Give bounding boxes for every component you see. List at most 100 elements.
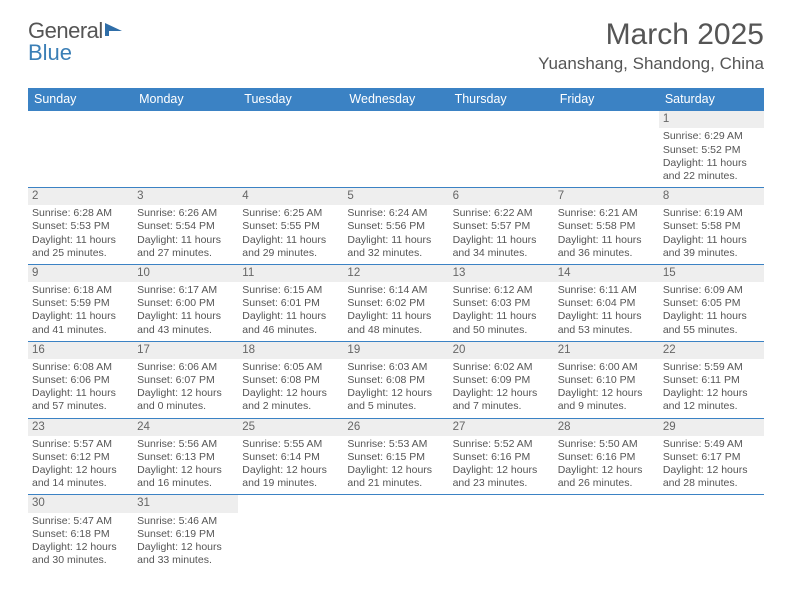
sunrise-line: Sunrise: 6:25 AM <box>242 207 339 220</box>
sunrise-line: Sunrise: 6:28 AM <box>32 207 129 220</box>
day-number: 30 <box>28 495 133 512</box>
sunset-line: Sunset: 5:57 PM <box>453 220 550 233</box>
daylight-line: Daylight: 12 hours and 23 minutes. <box>453 464 550 490</box>
sunrise-line: Sunrise: 5:47 AM <box>32 515 129 528</box>
daylight-line: Daylight: 12 hours and 14 minutes. <box>32 464 129 490</box>
sunrise-line: Sunrise: 6:24 AM <box>347 207 444 220</box>
day-cell: 9Sunrise: 6:18 AMSunset: 5:59 PMDaylight… <box>28 265 133 341</box>
day-cell: 4Sunrise: 6:25 AMSunset: 5:55 PMDaylight… <box>238 188 343 264</box>
day-number: 14 <box>554 265 659 282</box>
sunset-line: Sunset: 6:19 PM <box>137 528 234 541</box>
day-number: 17 <box>133 342 238 359</box>
weekday-sat: Saturday <box>659 88 764 111</box>
sunset-line: Sunset: 6:12 PM <box>32 451 129 464</box>
sunrise-line: Sunrise: 6:21 AM <box>558 207 655 220</box>
daylight-line: Daylight: 12 hours and 28 minutes. <box>663 464 760 490</box>
sunrise-line: Sunrise: 5:52 AM <box>453 438 550 451</box>
daylight-line: Daylight: 11 hours and 39 minutes. <box>663 234 760 260</box>
sunset-line: Sunset: 5:52 PM <box>663 144 760 157</box>
sunset-line: Sunset: 6:08 PM <box>347 374 444 387</box>
sunset-line: Sunset: 6:16 PM <box>453 451 550 464</box>
day-cell: 28Sunrise: 5:50 AMSunset: 6:16 PMDayligh… <box>554 419 659 495</box>
daylight-line: Daylight: 11 hours and 57 minutes. <box>32 387 129 413</box>
sunrise-line: Sunrise: 5:57 AM <box>32 438 129 451</box>
sunrise-line: Sunrise: 5:55 AM <box>242 438 339 451</box>
sunset-line: Sunset: 6:08 PM <box>242 374 339 387</box>
sunset-line: Sunset: 6:02 PM <box>347 297 444 310</box>
day-cell: 25Sunrise: 5:55 AMSunset: 6:14 PMDayligh… <box>238 419 343 495</box>
empty-cell <box>343 495 448 571</box>
sunrise-line: Sunrise: 5:50 AM <box>558 438 655 451</box>
daylight-line: Daylight: 12 hours and 7 minutes. <box>453 387 550 413</box>
daylight-line: Daylight: 12 hours and 16 minutes. <box>137 464 234 490</box>
day-number: 19 <box>343 342 448 359</box>
daylight-line: Daylight: 11 hours and 41 minutes. <box>32 310 129 336</box>
day-cell: 16Sunrise: 6:08 AMSunset: 6:06 PMDayligh… <box>28 342 133 418</box>
daylight-line: Daylight: 11 hours and 55 minutes. <box>663 310 760 336</box>
day-number: 21 <box>554 342 659 359</box>
day-cell: 3Sunrise: 6:26 AMSunset: 5:54 PMDaylight… <box>133 188 238 264</box>
weekday-sun: Sunday <box>28 88 133 111</box>
day-number: 5 <box>343 188 448 205</box>
day-number: 8 <box>659 188 764 205</box>
daylight-line: Daylight: 11 hours and 32 minutes. <box>347 234 444 260</box>
daylight-line: Daylight: 11 hours and 48 minutes. <box>347 310 444 336</box>
day-cell: 12 Sunrise: 6:14 AMSunset: 6:02 PMDayligh… <box>343 265 448 341</box>
sunrise-line: Sunrise: 6:05 AM <box>242 361 339 374</box>
day-number: 13 <box>449 265 554 282</box>
sunrise-line: Sunrise: 6:26 AM <box>137 207 234 220</box>
week-row: 9Sunrise: 6:18 AMSunset: 5:59 PMDaylight… <box>28 264 764 341</box>
sunset-line: Sunset: 6:14 PM <box>242 451 339 464</box>
daylight-line: Daylight: 12 hours and 21 minutes. <box>347 464 444 490</box>
day-number: 2 <box>28 188 133 205</box>
sunrise-line: Sunrise: 5:59 AM <box>663 361 760 374</box>
sunrise-line: Sunrise: 6:06 AM <box>137 361 234 374</box>
sunset-line: Sunset: 6:11 PM <box>663 374 760 387</box>
title-block: March 2025 Yuanshang, Shandong, China <box>538 18 764 74</box>
daylight-line: Daylight: 12 hours and 19 minutes. <box>242 464 339 490</box>
day-cell: 13Sunrise: 6:12 AMSunset: 6:03 PMDayligh… <box>449 265 554 341</box>
sunset-line: Sunset: 5:56 PM <box>347 220 444 233</box>
day-number: 12 <box>343 265 448 282</box>
day-cell: 22Sunrise: 5:59 AMSunset: 6:11 PMDayligh… <box>659 342 764 418</box>
day-number: 7 <box>554 188 659 205</box>
day-cell: 11Sunrise: 6:15 AMSunset: 6:01 PMDayligh… <box>238 265 343 341</box>
day-cell: 5 Sunrise: 6:24 AMSunset: 5:56 PMDaylight… <box>343 188 448 264</box>
sunset-line: Sunset: 6:09 PM <box>453 374 550 387</box>
day-number: 27 <box>449 419 554 436</box>
sunset-line: Sunset: 6:07 PM <box>137 374 234 387</box>
day-cell: 23 Sunrise: 5:57 AMSunset: 6:12 PMDayligh… <box>28 419 133 495</box>
day-number: 18 <box>238 342 343 359</box>
sunrise-line: Sunrise: 5:56 AM <box>137 438 234 451</box>
location: Yuanshang, Shandong, China <box>538 54 764 74</box>
empty-cell <box>554 111 659 187</box>
empty-cell <box>449 111 554 187</box>
day-cell: 2Sunrise: 6:28 AMSunset: 5:53 PMDaylight… <box>28 188 133 264</box>
daylight-line: Daylight: 11 hours and 46 minutes. <box>242 310 339 336</box>
sunset-line: Sunset: 6:04 PM <box>558 297 655 310</box>
sunrise-line: Sunrise: 6:02 AM <box>453 361 550 374</box>
sunset-line: Sunset: 6:00 PM <box>137 297 234 310</box>
daylight-line: Daylight: 11 hours and 22 minutes. <box>663 157 760 183</box>
daylight-line: Daylight: 12 hours and 5 minutes. <box>347 387 444 413</box>
empty-cell <box>133 111 238 187</box>
day-number: 10 <box>133 265 238 282</box>
sunset-line: Sunset: 6:06 PM <box>32 374 129 387</box>
daylight-line: Daylight: 11 hours and 43 minutes. <box>137 310 234 336</box>
sunset-line: Sunset: 6:10 PM <box>558 374 655 387</box>
sunrise-line: Sunrise: 6:19 AM <box>663 207 760 220</box>
sunrise-line: Sunrise: 6:09 AM <box>663 284 760 297</box>
weekday-wed: Wednesday <box>343 88 448 111</box>
day-number: 15 <box>659 265 764 282</box>
week-row: 23Sunrise: 5:57 AMSunset: 6:12 PMDayligh… <box>28 418 764 495</box>
day-cell: 10Sunrise: 6:17 AMSunset: 6:00 PMDayligh… <box>133 265 238 341</box>
day-number: 4 <box>238 188 343 205</box>
day-cell: 7Sunrise: 6:21 AMSunset: 5:58 PMDaylight… <box>554 188 659 264</box>
weekday-header: Sunday Monday Tuesday Wednesday Thursday… <box>28 88 764 111</box>
daylight-line: Daylight: 12 hours and 30 minutes. <box>32 541 129 567</box>
week-row: 2Sunrise: 6:28 AMSunset: 5:53 PMDaylight… <box>28 187 764 264</box>
sunrise-line: Sunrise: 6:14 AM <box>347 284 444 297</box>
day-number: 23 <box>28 419 133 436</box>
daylight-line: Daylight: 11 hours and 29 minutes. <box>242 234 339 260</box>
calendar: Sunday Monday Tuesday Wednesday Thursday… <box>28 88 764 571</box>
